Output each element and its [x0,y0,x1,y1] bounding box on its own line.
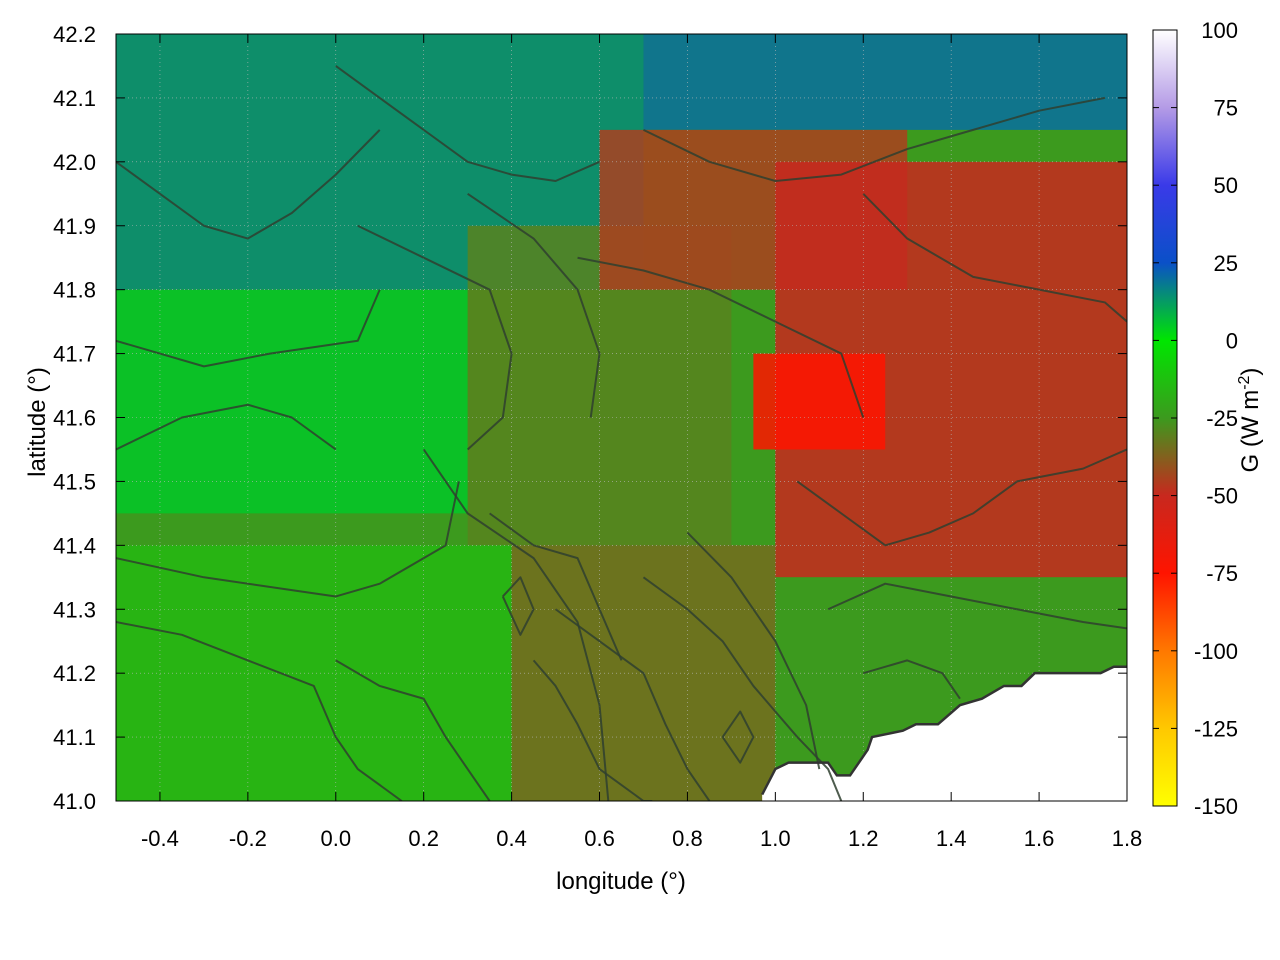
field-region-north-east [643,34,1127,130]
contour-line [116,289,381,368]
contour-line [116,621,403,801]
colorbar-tick-label: 100 [1201,18,1238,43]
y-tick-label: 42.0 [53,150,96,175]
field-regions [116,34,1127,801]
x-tick-label: 1.6 [1024,826,1055,851]
x-tick-label: 1.4 [936,826,967,851]
colorbar-tick-label: -150 [1194,794,1238,819]
x-axis: -0.4 -0.2 0.0 0.2 0.4 0.6 0.8 1.0 1.2 1.4 1.6 1.8 [141,34,1142,851]
x-tick-label: 1.2 [848,826,879,851]
contour-line [501,576,535,636]
y-tick-label: 41.5 [53,469,96,494]
colorbar-tick-label: -75 [1206,561,1238,586]
x-tick-label: 1.8 [1112,826,1143,851]
contour-line [489,512,623,661]
x-tick-label: 0.0 [320,826,351,851]
x-tick-label: 0.8 [672,826,703,851]
y-tick-label: 41.0 [53,789,96,814]
x-tick-label: -0.2 [229,826,267,851]
colorbar-label: G (W m-2) [1236,368,1264,473]
x-tick-label: -0.4 [141,826,179,851]
plot-area [116,34,1127,801]
colorbar-tick-label: -50 [1206,484,1238,509]
field-region-east-hotspot [753,353,886,450]
y-tick-label: 41.4 [53,533,96,558]
contour-line [532,659,653,801]
contour-line [827,582,1127,630]
contour-line [554,608,711,801]
x-tick-label: 0.6 [584,826,615,851]
colorbar: 100 75 50 25 0 -25 -50 -75 -100 -125 -150 G (W m-2… [1152,18,1264,819]
contour-line [577,256,865,418]
y-tick-label: 41.3 [53,597,96,622]
y-tick-label: 41.9 [53,214,96,239]
contour-line [422,448,610,801]
colorbar-ticks: 100 75 50 25 0 -25 -50 -75 -100 -125 -150 [1153,18,1238,819]
y-tick-label: 42.2 [53,22,96,47]
contour-line [116,403,337,451]
y-tick-label: 41.7 [53,342,96,367]
contour-line [862,659,961,700]
colorbar-tick-label: 25 [1214,251,1238,276]
y-tick-label: 41.6 [53,406,96,431]
y-axis-label: latitude (°) [24,367,51,477]
contour-line [357,224,513,451]
x-tick-label: 0.2 [408,826,439,851]
contour-lines [116,65,1127,801]
y-tick-label: 41.8 [53,278,96,303]
colorbar-tick-label: 0 [1226,328,1238,353]
colorbar-tick-label: -25 [1206,406,1238,431]
y-axis: 41.0 41.1 41.2 41.3 41.4 41.5 41.6 41.7 41.8 41.9… [53,22,1127,814]
field-region-south-west [116,545,512,801]
contour-line [686,531,821,770]
y-tick-label: 42.1 [53,86,96,111]
y-tick-label: 41.2 [53,661,96,686]
grid-lines [116,34,1127,801]
colorbar-tick-label: 75 [1214,96,1238,121]
coastline [761,665,1127,796]
x-tick-label: 1.0 [760,826,791,851]
contour-line [116,481,460,598]
sea-area [762,666,1127,801]
contour-line [643,96,1106,183]
x-tick-label: 0.4 [496,826,527,851]
contour-line [116,129,381,240]
contour-line [796,448,1127,547]
contour-line [467,192,601,418]
colorbar-tick-label: 50 [1214,173,1238,198]
x-axis-label: longitude (°) [556,868,686,895]
contour-line [862,193,1127,323]
contour-line [721,710,755,764]
colorbar-tick-label: -125 [1194,716,1238,741]
field-region-west [116,289,468,514]
colorbar-tick-label: -100 [1194,639,1238,664]
y-tick-label: 41.1 [53,725,96,750]
contour-line [642,576,843,801]
contour-line [335,659,491,801]
contour-line [335,65,600,183]
